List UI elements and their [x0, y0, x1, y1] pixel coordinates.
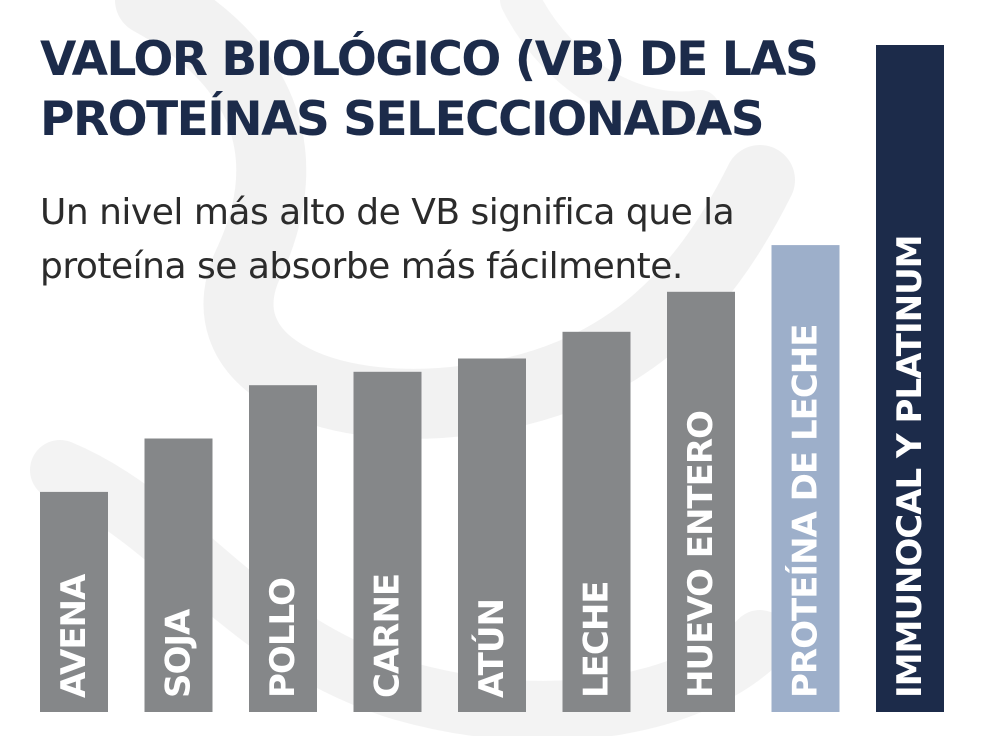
- bar-leche: [562, 331, 631, 712]
- chart-title: VALOR BIOLÓGICO (VB) DE LAS PROTEÍNAS SE…: [40, 32, 819, 147]
- bar-soja: [144, 438, 213, 712]
- bar-label: CARNE: [368, 574, 408, 698]
- bar-label: HUEVO ENTERO: [681, 411, 721, 698]
- bar-atún: [458, 358, 526, 712]
- bar-label: LECHE: [577, 581, 617, 698]
- bar-label: PROTEÍNA DE LECHE: [785, 325, 826, 699]
- bar-proteína-de-leche: [771, 245, 840, 712]
- bar-label: POLLO: [263, 578, 303, 698]
- chart-subtitle: Un nivel más alto de VB significa que la…: [40, 192, 735, 287]
- bar-label: AVENA: [54, 573, 94, 698]
- bar-carne: [353, 371, 422, 712]
- bar-immunocal-y-platinum: [876, 45, 944, 712]
- bar-label: IMMUNOCAL Y PLATINUM: [890, 235, 930, 698]
- bar-label: ATÚN: [471, 599, 512, 698]
- bar-label: SOJA: [159, 608, 199, 698]
- bar-avena: [40, 491, 108, 712]
- bar-huevo-entero: [667, 291, 735, 712]
- bar-pollo: [249, 385, 317, 712]
